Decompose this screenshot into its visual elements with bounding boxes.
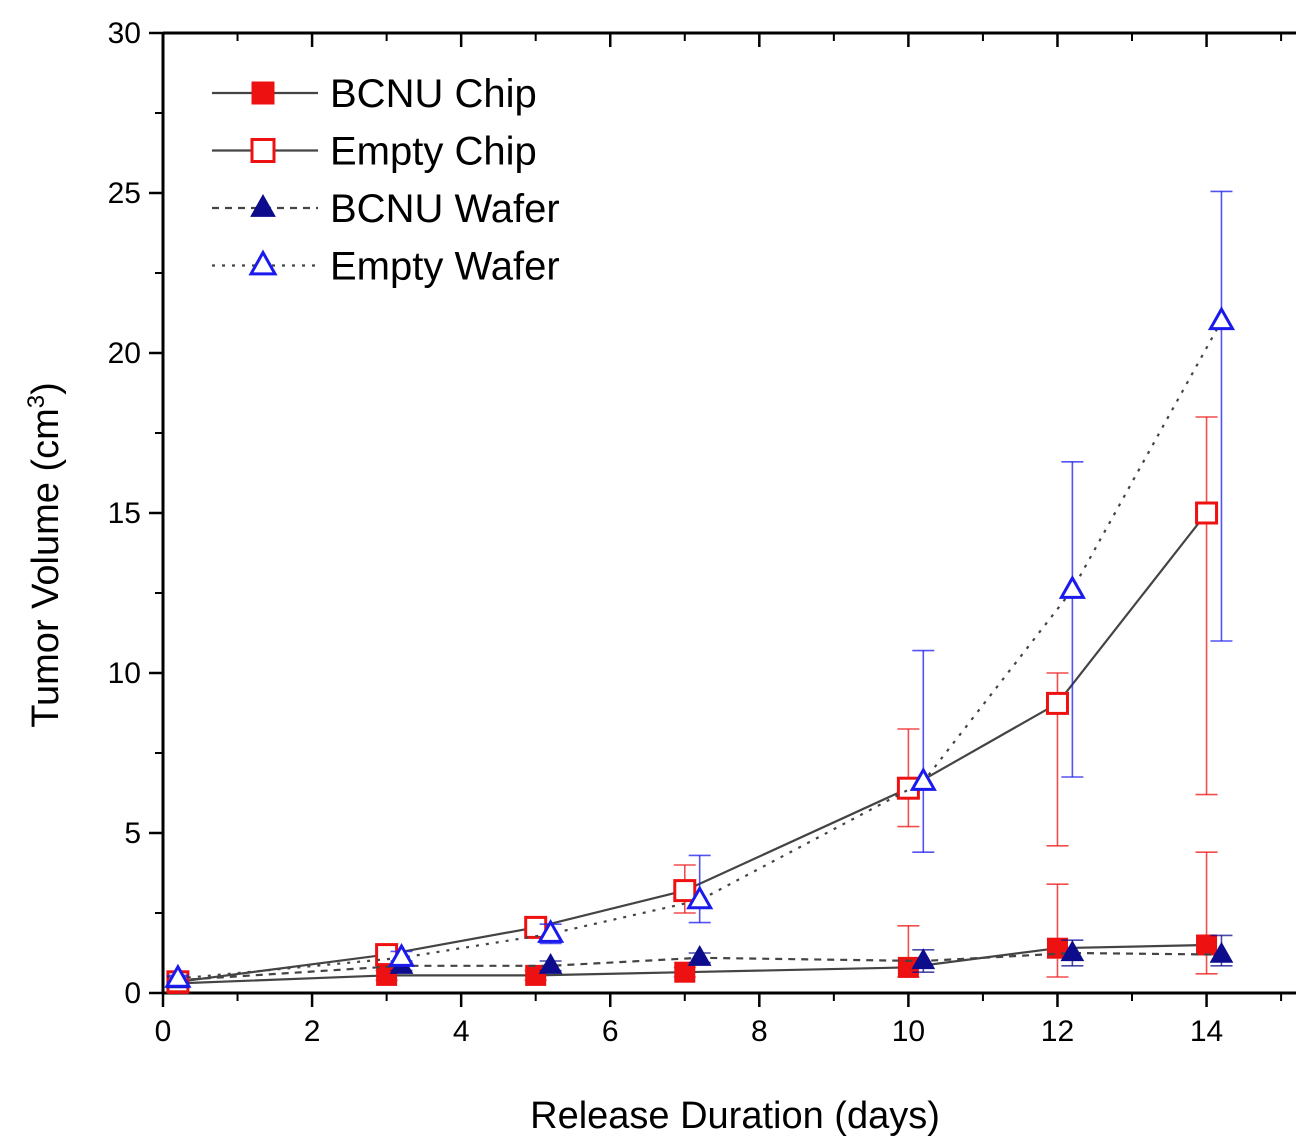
y-tick-label: 15 <box>108 497 141 530</box>
legend-marker <box>250 194 276 217</box>
x-tick-label: 8 <box>751 1015 768 1048</box>
y-tick-label: 10 <box>108 657 141 690</box>
y-axis-label: Tumor Volume (cm3) <box>23 382 67 728</box>
data-point <box>387 942 416 967</box>
x-tick-label: 6 <box>602 1015 619 1048</box>
y-tick-label: 5 <box>124 817 141 850</box>
legend-entry-bcnu-chip: BCNU Chip <box>212 72 537 116</box>
data-point <box>1207 306 1236 331</box>
data-point <box>673 879 697 903</box>
x-tick-label: 0 <box>155 1015 172 1048</box>
y-axis-label-close: ) <box>25 382 67 395</box>
data-point <box>687 945 712 966</box>
data-point <box>674 961 696 983</box>
y-axis-label-superscript: 3 <box>23 395 50 408</box>
data-point <box>538 953 563 974</box>
data-point <box>1209 941 1234 963</box>
legend-marker <box>251 81 275 105</box>
plot-area <box>164 190 1236 994</box>
legend-label: Empty Chip <box>330 130 537 174</box>
data-point <box>909 766 937 791</box>
legend-entry-empty-chip: Empty Chip <box>212 130 537 174</box>
data-point <box>537 918 565 943</box>
legend-marker <box>250 138 276 163</box>
legend-marker <box>248 249 278 276</box>
y-tick-label: 0 <box>124 977 141 1010</box>
y-tick-label: 20 <box>108 337 141 370</box>
data-point <box>1060 940 1085 962</box>
legend-label: BCNU Wafer <box>330 187 560 231</box>
data-point <box>1195 501 1219 525</box>
y-axis-label-main: Tumor Volume (cm <box>25 408 67 728</box>
x-tick-label: 14 <box>1190 1015 1223 1048</box>
data-point <box>1058 574 1086 599</box>
data-point <box>686 885 714 910</box>
series-empty-wafer <box>164 190 1236 988</box>
x-axis-label: Release Duration (days) <box>530 1095 940 1137</box>
y-tick-label: 30 <box>108 17 141 50</box>
legend-label: Empty Wafer <box>330 245 560 289</box>
series-empty-chip <box>166 416 1219 994</box>
legend-entry-bcnu-wafer: BCNU Wafer <box>212 187 560 231</box>
legend: BCNU Chip Empty Chip BCNU Wafer Empty Wafer <box>212 72 560 289</box>
x-tick-label: 4 <box>453 1015 470 1048</box>
series-line <box>177 512 1208 983</box>
x-tick-label: 2 <box>304 1015 321 1048</box>
legend-entry-empty-wafer: Empty Wafer <box>212 245 560 289</box>
data-point <box>911 948 936 970</box>
data-point <box>1045 691 1069 715</box>
data-point <box>1196 934 1218 956</box>
axes: 0 2 4 6 8 10 12 14 0 5 10 15 20 25 30 <box>108 17 1296 1048</box>
data-point <box>524 915 548 939</box>
y-tick-label: 25 <box>108 177 141 210</box>
legend-label: BCNU Chip <box>330 72 537 116</box>
x-tick-label: 10 <box>892 1015 925 1048</box>
data-point <box>164 963 192 988</box>
x-tick-label: 12 <box>1041 1015 1074 1048</box>
